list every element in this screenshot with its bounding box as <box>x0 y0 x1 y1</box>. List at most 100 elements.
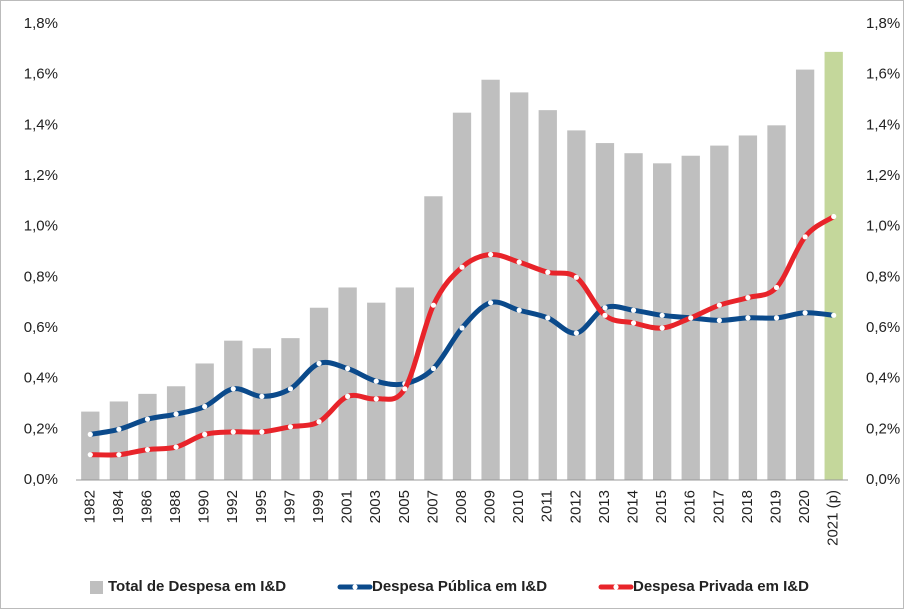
marker <box>745 295 751 301</box>
marker <box>831 213 837 220</box>
y2-tick-label: 1,0% <box>866 218 900 235</box>
marker <box>487 251 494 258</box>
bar <box>710 145 729 480</box>
marker <box>202 431 208 437</box>
bar <box>538 110 557 480</box>
x-tick-label: 1992 <box>224 490 241 523</box>
marker <box>573 330 579 336</box>
marker <box>144 416 151 422</box>
marker <box>602 305 608 311</box>
x-tick-label: 2003 <box>367 490 384 523</box>
x-tick-label: 2017 <box>710 490 727 523</box>
marker <box>545 269 551 275</box>
marker <box>259 393 265 399</box>
legend-label: Despesa Privada em I&D <box>633 578 809 595</box>
marker <box>602 312 608 318</box>
marker <box>259 429 265 435</box>
marker <box>802 310 808 316</box>
y2-tick-label: 1,4% <box>866 116 900 133</box>
bar <box>824 51 843 480</box>
y-tick-label: 1,6% <box>24 66 58 83</box>
marker <box>745 315 751 321</box>
x-tick-label: 2018 <box>739 490 756 523</box>
x-tick-label: 2007 <box>424 490 441 523</box>
x-tick-label: 1995 <box>253 490 270 523</box>
marker <box>459 264 465 270</box>
x-tick-label: 2012 <box>567 490 584 523</box>
bar <box>252 348 272 480</box>
y-tick-label: 1,0% <box>24 218 58 235</box>
y-tick-label: 0,0% <box>24 471 58 488</box>
marker <box>459 325 465 331</box>
bar <box>338 287 357 480</box>
bar <box>424 196 443 480</box>
legend-swatch <box>90 581 103 594</box>
x-tick-label: 2013 <box>596 490 613 523</box>
bar <box>195 363 214 480</box>
bar <box>224 340 243 480</box>
bar <box>624 153 643 480</box>
bar <box>166 386 186 480</box>
marker <box>773 284 780 291</box>
x-tick-label: 2011 <box>539 490 556 522</box>
marker <box>373 396 379 402</box>
marker <box>716 317 722 323</box>
marker <box>659 325 665 331</box>
bar <box>481 79 500 480</box>
bar <box>595 143 615 481</box>
marker <box>630 307 637 313</box>
y-tick-label: 0,8% <box>24 268 58 285</box>
y2-tick-label: 0,0% <box>866 471 900 488</box>
marker <box>688 315 694 321</box>
bar <box>138 393 157 480</box>
y2-tick-label: 1,6% <box>866 66 900 83</box>
x-tick-label: 2021 (p) <box>825 490 842 546</box>
marker <box>773 315 780 321</box>
marker <box>316 360 322 367</box>
y2-tick-label: 0,4% <box>866 370 900 387</box>
bar <box>652 163 672 481</box>
marker <box>630 320 637 326</box>
x-tick-label: 2014 <box>625 490 642 523</box>
marker <box>659 312 665 318</box>
marker <box>173 411 179 417</box>
legend-marker <box>352 584 358 590</box>
y-tick-label: 1,4% <box>24 116 58 133</box>
x-tick-label: 1990 <box>196 490 213 523</box>
bar <box>367 302 386 480</box>
marker <box>487 300 494 306</box>
x-tick-label: 2001 <box>339 490 356 523</box>
x-tick-label: 2009 <box>482 490 499 523</box>
marker <box>802 234 808 240</box>
y-tick-label: 0,6% <box>24 319 58 336</box>
legend-label: Total de Despesa em I&D <box>108 578 286 595</box>
y-tick-label: 0,2% <box>24 420 58 437</box>
marker <box>287 424 294 430</box>
x-tick-label: 2020 <box>796 490 813 523</box>
x-tick-label: 1999 <box>310 490 327 523</box>
marker <box>230 429 236 435</box>
marker <box>373 378 379 384</box>
x-tick-label: 2019 <box>767 490 784 523</box>
y2-tick-label: 1,2% <box>866 167 900 184</box>
bar <box>510 92 529 481</box>
legend-marker <box>613 584 619 590</box>
marker <box>116 452 122 458</box>
marker <box>516 259 522 265</box>
x-tick-label: 1997 <box>281 490 298 523</box>
marker <box>230 386 236 392</box>
marker <box>402 386 408 392</box>
y2-tick-label: 1,8% <box>866 15 900 32</box>
bar <box>281 338 300 480</box>
y-tick-label: 1,2% <box>24 167 58 184</box>
marker <box>430 365 437 372</box>
marker <box>516 307 522 313</box>
bar <box>309 307 329 480</box>
x-tick-label: 1986 <box>138 490 155 523</box>
marker <box>345 365 351 372</box>
bar <box>738 135 758 480</box>
marker <box>116 426 122 432</box>
x-tick-label: 2005 <box>396 490 413 523</box>
marker <box>430 302 437 308</box>
